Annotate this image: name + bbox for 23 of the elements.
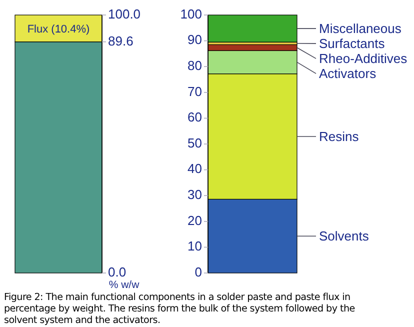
series-label: Resins bbox=[319, 129, 360, 144]
series-label: Rheo-Additives bbox=[319, 51, 408, 66]
y-tick-label: 30 bbox=[188, 187, 202, 202]
y-tick-label: 90 bbox=[188, 32, 202, 48]
y-tick-label: 20 bbox=[188, 212, 202, 228]
y-tick-label: 10 bbox=[188, 238, 202, 254]
series-label: Miscellaneous bbox=[319, 21, 402, 36]
series-label: Activators bbox=[319, 66, 377, 82]
y-tick-label: 60 bbox=[188, 110, 202, 125]
y-tick-label: 89.6 bbox=[108, 33, 134, 48]
series-label: Surfactants bbox=[319, 36, 386, 52]
y-axis-title: % w/w bbox=[108, 279, 140, 291]
y-tick-label: 100 bbox=[180, 6, 202, 22]
y-tick-label: 80 bbox=[188, 58, 202, 74]
y-tick-label: 0.0 bbox=[108, 264, 126, 280]
y-tick-label: 100.0 bbox=[108, 6, 141, 22]
series-label: Solvents bbox=[319, 228, 370, 244]
caption: Figure 2: The main functional components in a solder paste and paste flux in percentage by weight. The resins form the bulk of the system followed by the solvent system and the activators. bbox=[4, 292, 356, 326]
y-tick-label: 50 bbox=[188, 135, 202, 150]
y-tick-label: 0 bbox=[194, 264, 202, 280]
series-label: Flux (10.4%) bbox=[27, 23, 90, 36]
y-tick-label: 70 bbox=[188, 84, 202, 99]
y-tick-label: 40 bbox=[188, 161, 202, 176]
